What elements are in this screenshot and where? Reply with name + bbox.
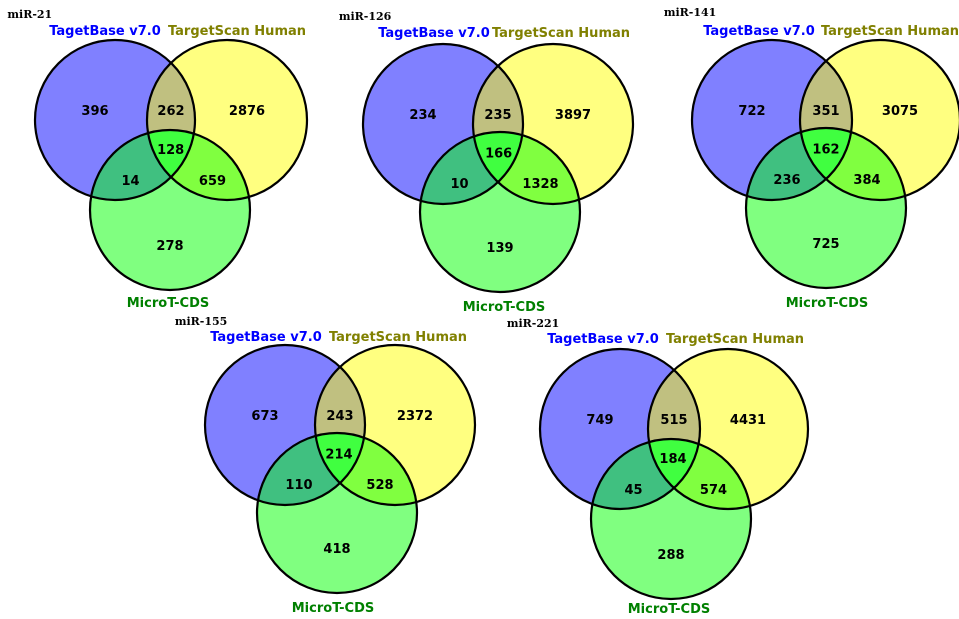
overlap-ts-mt [648,439,751,509]
count-targetscan-only: 2372 [397,409,433,424]
count-microt-only: 278 [156,239,183,254]
venn-mir-21: miR-21 TagetBase v7.0 TargetScan Human Micr… [7,8,309,311]
count-tagetbase-microt: 14 [121,174,139,189]
mirna-label: miR-141 [664,6,717,19]
mirna-label: miR-155 [175,315,228,328]
microt-label: MicroT-CDS [463,300,546,315]
overlap-tb-mt [746,128,852,200]
overlap-ts-mt [473,132,580,204]
count-tagetbase-only: 234 [409,108,436,123]
count-tagetbase-microt: 10 [450,177,468,192]
count-microt-only: 288 [657,548,684,563]
overlap-tb-mt [90,130,195,200]
count-targetscan-only: 2876 [229,104,265,119]
tagetbase-label: TagetBase v7.0 [210,330,322,345]
venn-mir-221: miR-221 TagetBase v7.0 TargetScan Human Mic… [507,317,810,617]
count-targetscan-microt: 528 [366,478,393,493]
count-tagetbase-targetscan: 262 [157,104,184,119]
count-targetscan-microt: 1328 [522,177,558,192]
count-all-three: 128 [157,143,184,158]
venn-mir-126: miR-126 TagetBase v7.0 TargetScan Human Mic… [339,10,635,315]
overlap-ts-mt [147,130,250,200]
count-tagetbase-targetscan: 243 [326,409,353,424]
count-all-three: 166 [485,146,512,161]
microt-label: MicroT-CDS [127,296,210,311]
count-microt-only: 139 [486,241,513,256]
tagetbase-label: TagetBase v7.0 [378,26,490,41]
targetscan-label: TargetScan Human [666,332,804,347]
venn-mir-141: miR-141 TagetBase v7.0 TargetScan Human Mic… [664,6,959,311]
count-microt-only: 418 [323,542,350,557]
overlap-tb-mt [591,439,700,509]
tagetbase-label: TagetBase v7.0 [547,332,659,347]
count-all-three: 214 [325,447,352,462]
count-targetscan-microt: 384 [853,173,880,188]
count-targetscan-only: 3075 [882,104,918,119]
overlap-ts-mt [315,433,417,505]
count-tagetbase-only: 396 [81,104,108,119]
count-targetscan-microt: 659 [199,174,226,189]
targetscan-label: TargetScan Human [821,24,959,39]
tagetbase-label: TagetBase v7.0 [49,24,161,39]
count-tagetbase-only: 673 [251,409,278,424]
mirna-label: miR-126 [339,10,392,23]
count-tagetbase-targetscan: 351 [812,104,839,119]
count-tagetbase-microt: 236 [773,173,800,188]
microt-label: MicroT-CDS [786,296,869,311]
tagetbase-label: TagetBase v7.0 [703,24,815,39]
count-tagetbase-microt: 45 [624,483,642,498]
overlap-tb-mt [420,132,523,204]
targetscan-label: TargetScan Human [492,26,630,41]
overlap-tb-mt [257,433,365,505]
count-targetscan-only: 4431 [730,413,766,428]
mirna-label: miR-221 [507,317,560,330]
venn-mir-155: miR-155 TagetBase v7.0 TargetScan Human Mic… [175,315,477,616]
count-tagetbase-targetscan: 235 [484,108,511,123]
count-tagetbase-targetscan: 515 [660,413,687,428]
count-all-three: 162 [812,142,839,157]
microt-label: MicroT-CDS [292,601,375,616]
count-tagetbase-only: 749 [586,413,613,428]
count-targetscan-microt: 574 [700,483,727,498]
count-tagetbase-microt: 110 [285,478,312,493]
microt-label: MicroT-CDS [628,602,711,617]
targetscan-label: TargetScan Human [168,24,306,39]
count-microt-only: 725 [812,237,839,252]
count-all-three: 184 [659,452,686,467]
count-tagetbase-only: 722 [738,104,765,119]
targetscan-label: TargetScan Human [329,330,467,345]
count-targetscan-only: 3897 [555,108,591,123]
overlap-ts-mt [800,128,906,200]
mirna-label: miR-21 [7,8,52,21]
